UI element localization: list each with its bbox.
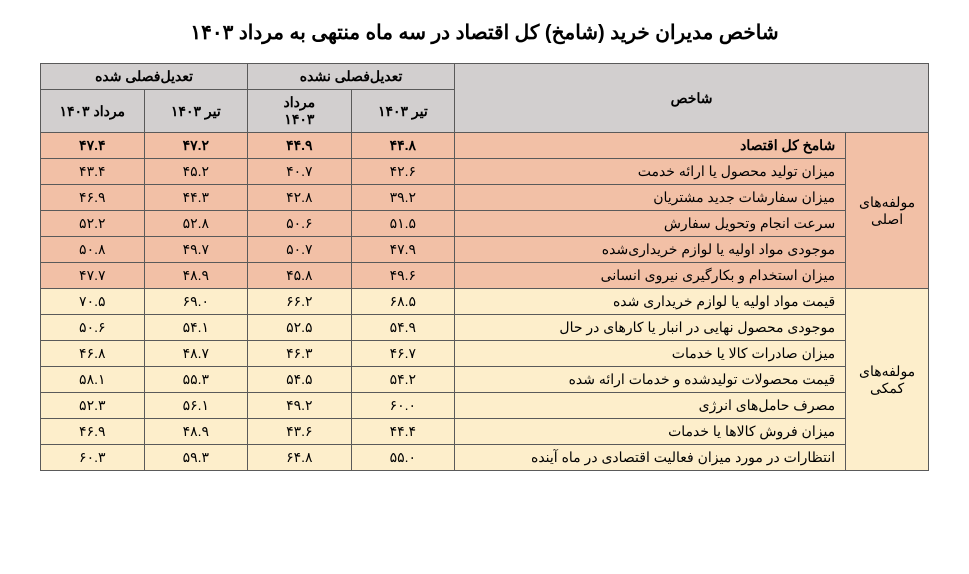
row-total: مولفه‌های اصلی شامخ کل اقتصاد ۴۴.۸ ۴۴.۹ … — [41, 133, 929, 159]
cell-input-price-adj-mordad: ۷۰.۵ — [41, 289, 145, 315]
cell-inventory-raw-adj-tir: ۴۹.۷ — [144, 237, 248, 263]
cell-inventory-raw-adj-mordad: ۵۰.۸ — [41, 237, 145, 263]
cell-finished-inventory-label: موجودی محصول نهایی در انبار یا کارهای در… — [455, 315, 846, 341]
cell-sales-na-mordad: ۴۳.۶ — [248, 419, 352, 445]
header-na-tir: تیر ۱۴۰۳ — [351, 90, 455, 133]
cell-employment-adj-mordad: ۴۷.۷ — [41, 263, 145, 289]
row-exports: میزان صادرات کالا یا خدمات ۴۶.۷ ۴۶.۳ ۴۸.… — [41, 341, 929, 367]
cell-input-price-na-mordad: ۶۶.۲ — [248, 289, 352, 315]
cell-input-price-na-tir: ۶۸.۵ — [351, 289, 455, 315]
group-aux: مولفه‌های کمکی — [846, 289, 929, 471]
cell-exports-na-tir: ۴۶.۷ — [351, 341, 455, 367]
row-delivery: سرعت انجام وتحویل سفارش ۵۱.۵ ۵۰.۶ ۵۲.۸ ۵… — [41, 211, 929, 237]
cell-production-na-tir: ۴۲.۶ — [351, 159, 455, 185]
cell-total-na-tir: ۴۴.۸ — [351, 133, 455, 159]
row-employment: میزان استخدام و بکارگیری نیروی انسانی ۴۹… — [41, 263, 929, 289]
cell-total-adj-mordad: ۴۷.۴ — [41, 133, 145, 159]
cell-delivery-adj-mordad: ۵۲.۲ — [41, 211, 145, 237]
cell-sales-na-tir: ۴۴.۴ — [351, 419, 455, 445]
cell-finished-inventory-na-tir: ۵۴.۹ — [351, 315, 455, 341]
header-na-mordad-l1: مرداد — [284, 94, 316, 110]
header-indicator: شاخص — [455, 64, 929, 133]
cell-energy-na-tir: ۶۰.۰ — [351, 393, 455, 419]
cell-finished-inventory-adj-mordad: ۵۰.۶ — [41, 315, 145, 341]
cell-input-price-label: قیمت مواد اولیه یا لوازم خریداری شده — [455, 289, 846, 315]
row-orders: میزان سفارشات جدید مشتریان ۳۹.۲ ۴۲.۸ ۴۴.… — [41, 185, 929, 211]
cell-production-label: میزان تولید محصول یا ارائه خدمت — [455, 159, 846, 185]
cell-inventory-raw-label: موجودی مواد اولیه یا لوازم خریداری‌شده — [455, 237, 846, 263]
cell-expectations-na-mordad: ۶۴.۸ — [248, 445, 352, 471]
cell-delivery-label: سرعت انجام وتحویل سفارش — [455, 211, 846, 237]
row-expectations: انتظارات در مورد میزان فعالیت اقتصادی در… — [41, 445, 929, 471]
cell-output-price-label: قیمت محصولات تولیدشده و خدمات ارائه شده — [455, 367, 846, 393]
cell-finished-inventory-na-mordad: ۵۲.۵ — [248, 315, 352, 341]
cell-output-price-adj-mordad: ۵۸.۱ — [41, 367, 145, 393]
cell-inventory-raw-na-tir: ۴۷.۹ — [351, 237, 455, 263]
cell-output-price-na-mordad: ۵۴.۵ — [248, 367, 352, 393]
cell-energy-na-mordad: ۴۹.۲ — [248, 393, 352, 419]
cell-production-adj-mordad: ۴۳.۴ — [41, 159, 145, 185]
header-adj-mordad: مرداد ۱۴۰۳ — [41, 90, 145, 133]
group-main: مولفه‌های اصلی — [846, 133, 929, 289]
row-energy: مصرف حامل‌های انرژی ۶۰.۰ ۴۹.۲ ۵۶.۱ ۵۲.۳ — [41, 393, 929, 419]
cell-delivery-na-tir: ۵۱.۵ — [351, 211, 455, 237]
cell-employment-na-mordad: ۴۵.۸ — [248, 263, 352, 289]
cell-inventory-raw-na-mordad: ۵۰.۷ — [248, 237, 352, 263]
cell-expectations-adj-mordad: ۶۰.۳ — [41, 445, 145, 471]
cell-total-label: شامخ کل اقتصاد — [455, 133, 846, 159]
row-output-price: قیمت محصولات تولیدشده و خدمات ارائه شده … — [41, 367, 929, 393]
cell-employment-adj-tir: ۴۸.۹ — [144, 263, 248, 289]
header-adj-tir: تیر ۱۴۰۳ — [144, 90, 248, 133]
cell-total-adj-tir: ۴۷.۲ — [144, 133, 248, 159]
cell-orders-na-tir: ۳۹.۲ — [351, 185, 455, 211]
header-non-adjusted: تعدیل‌فصلی نشده — [248, 64, 455, 90]
cell-energy-label: مصرف حامل‌های انرژی — [455, 393, 846, 419]
row-production: میزان تولید محصول یا ارائه خدمت ۴۲.۶ ۴۰.… — [41, 159, 929, 185]
cell-energy-adj-tir: ۵۶.۱ — [144, 393, 248, 419]
cell-exports-adj-tir: ۴۸.۷ — [144, 341, 248, 367]
cell-sales-label: میزان فروش کالاها یا خدمات — [455, 419, 846, 445]
row-inventory-raw: موجودی مواد اولیه یا لوازم خریداری‌شده ۴… — [41, 237, 929, 263]
cell-output-price-adj-tir: ۵۵.۳ — [144, 367, 248, 393]
cell-orders-label: میزان سفارشات جدید مشتریان — [455, 185, 846, 211]
cell-sales-adj-tir: ۴۸.۹ — [144, 419, 248, 445]
header-na-mordad-l2: ۱۴۰۳ — [284, 111, 314, 127]
cell-energy-adj-mordad: ۵۲.۳ — [41, 393, 145, 419]
cell-delivery-na-mordad: ۵۰.۶ — [248, 211, 352, 237]
cell-employment-label: میزان استخدام و بکارگیری نیروی انسانی — [455, 263, 846, 289]
cell-exports-label: میزان صادرات کالا یا خدمات — [455, 341, 846, 367]
cell-expectations-na-tir: ۵۵.۰ — [351, 445, 455, 471]
header-na-mordad: مرداد ۱۴۰۳ — [248, 90, 352, 133]
cell-production-adj-tir: ۴۵.۲ — [144, 159, 248, 185]
cell-delivery-adj-tir: ۵۲.۸ — [144, 211, 248, 237]
row-input-price: مولفه‌های کمکی قیمت مواد اولیه یا لوازم … — [41, 289, 929, 315]
header-adjusted: تعدیل‌فصلی شده — [41, 64, 248, 90]
row-sales: میزان فروش کالاها یا خدمات ۴۴.۴ ۴۳.۶ ۴۸.… — [41, 419, 929, 445]
cell-orders-adj-tir: ۴۴.۳ — [144, 185, 248, 211]
cell-production-na-mordad: ۴۰.۷ — [248, 159, 352, 185]
cell-orders-adj-mordad: ۴۶.۹ — [41, 185, 145, 211]
cell-employment-na-tir: ۴۹.۶ — [351, 263, 455, 289]
cell-total-na-mordad: ۴۴.۹ — [248, 133, 352, 159]
cell-orders-na-mordad: ۴۲.۸ — [248, 185, 352, 211]
cell-sales-adj-mordad: ۴۶.۹ — [41, 419, 145, 445]
table-header-row-1: شاخص تعدیل‌فصلی نشده تعدیل‌فصلی شده — [41, 64, 929, 90]
cell-input-price-adj-tir: ۶۹.۰ — [144, 289, 248, 315]
pmi-table: شاخص تعدیل‌فصلی نشده تعدیل‌فصلی شده تیر … — [40, 63, 929, 471]
cell-expectations-adj-tir: ۵۹.۳ — [144, 445, 248, 471]
cell-finished-inventory-adj-tir: ۵۴.۱ — [144, 315, 248, 341]
cell-exports-na-mordad: ۴۶.۳ — [248, 341, 352, 367]
cell-expectations-label: انتظارات در مورد میزان فعالیت اقتصادی در… — [455, 445, 846, 471]
cell-output-price-na-tir: ۵۴.۲ — [351, 367, 455, 393]
row-finished-inventory: موجودی محصول نهایی در انبار یا کارهای در… — [41, 315, 929, 341]
page-title: شاخص مدیران خرید (شامخ) کل اقتصاد در سه … — [40, 20, 929, 45]
cell-exports-adj-mordad: ۴۶.۸ — [41, 341, 145, 367]
